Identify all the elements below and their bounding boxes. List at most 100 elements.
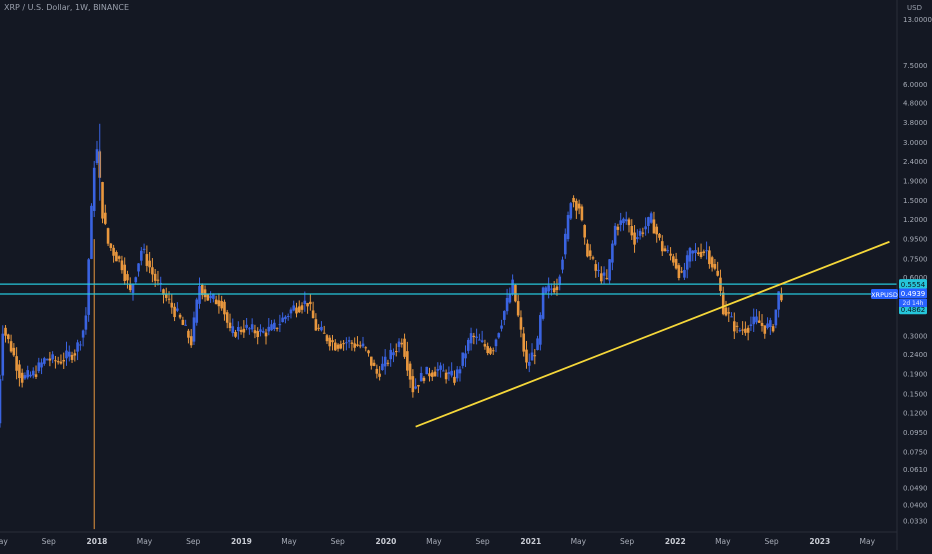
candle-body — [430, 372, 434, 377]
candle-body — [486, 346, 489, 354]
candle-body — [777, 291, 780, 310]
candle-body — [195, 299, 199, 323]
candle-body — [245, 324, 248, 328]
candle-body — [588, 250, 592, 257]
candle-body — [167, 298, 171, 300]
candle-body — [164, 294, 168, 298]
candle-body — [392, 352, 395, 356]
candle-body — [419, 372, 423, 382]
time-axis[interactable]: May Sep 2018 May Sep 2019 May Sep 2020 May Sep 2021… — [0, 531, 897, 546]
candle-body — [611, 243, 614, 263]
candle-body — [76, 342, 79, 352]
candle-body — [84, 315, 88, 330]
candle-body — [394, 351, 398, 353]
candle-body — [92, 167, 96, 211]
candle-body — [447, 372, 451, 375]
candle-body — [647, 217, 650, 226]
candle-body — [572, 197, 575, 203]
candle-body — [51, 354, 54, 360]
candle-body — [527, 361, 531, 366]
candle-body — [400, 342, 404, 345]
candle-body — [658, 233, 661, 238]
candle-body — [691, 250, 695, 254]
candle-body — [744, 328, 747, 333]
candle-body — [253, 330, 257, 334]
candle-body — [613, 225, 617, 245]
candle-body — [0, 379, 2, 424]
candle-body — [680, 271, 683, 273]
candle-body — [101, 182, 104, 219]
candle-body — [755, 316, 758, 323]
candle-body — [738, 330, 742, 332]
candle-body — [541, 287, 545, 319]
candle-body — [550, 288, 553, 290]
candle-body — [256, 331, 259, 338]
candle-body — [178, 314, 182, 318]
candle-body — [406, 351, 409, 371]
candle-body — [591, 257, 595, 259]
candle-body — [90, 205, 93, 259]
candle-body — [780, 293, 783, 301]
candle-body — [619, 220, 622, 225]
candle-body — [34, 374, 38, 377]
candle-body — [766, 323, 769, 328]
candle-body — [73, 353, 77, 356]
candle-body — [428, 373, 431, 377]
candle-body — [162, 289, 165, 295]
candle-body — [278, 324, 282, 326]
candle-body — [461, 352, 465, 366]
candle-body — [483, 344, 487, 347]
candle-body — [300, 305, 304, 310]
price-tick-label: 0.3000 — [903, 332, 928, 340]
candle-body — [123, 264, 126, 281]
price-tag — [899, 279, 927, 290]
candle-body — [735, 325, 739, 327]
candle-body — [713, 264, 717, 269]
candle-body — [702, 251, 706, 253]
candle-body — [314, 319, 318, 331]
candle-body — [220, 301, 223, 309]
time-tick-label: Sep — [186, 537, 200, 546]
price-axis[interactable]: 13.0000 7.5000 6.0000 4.8000 3.8000 3.0000 2.4… — [896, 0, 932, 550]
candle-body — [575, 200, 578, 211]
candle-body — [696, 252, 700, 254]
candle-body — [547, 285, 550, 292]
candle-body — [566, 215, 570, 240]
candle-body — [40, 362, 43, 368]
candle-body — [259, 329, 262, 332]
countdown-label: 2d 14h — [903, 300, 924, 307]
candle-body — [223, 301, 226, 315]
candle-body — [649, 213, 653, 223]
trendline-layer[interactable] — [415, 240, 890, 428]
candle-body — [489, 348, 492, 354]
symbol-tag — [871, 288, 898, 299]
candle-body — [4, 327, 7, 336]
candle-body — [128, 283, 132, 291]
candle-body — [455, 369, 459, 379]
candle-body — [31, 370, 35, 376]
candle-body — [544, 287, 548, 293]
candle-body — [511, 279, 514, 294]
candle-body — [187, 330, 190, 338]
time-tick-label: 2021 — [520, 537, 541, 546]
price-tag-label: 0.4939 — [901, 290, 926, 298]
candle-body — [347, 340, 351, 342]
horizontal-levels[interactable] — [0, 283, 897, 295]
candle-body — [417, 385, 420, 387]
candle-body — [450, 370, 453, 376]
candle-body — [358, 345, 362, 347]
candle-body — [26, 370, 30, 378]
candle-body — [503, 311, 506, 320]
price-tick-label: 13.0000 — [903, 16, 932, 24]
candle-body — [677, 265, 681, 279]
candle-body — [655, 226, 659, 235]
candle-body — [59, 361, 63, 364]
candle-body — [688, 248, 692, 262]
candle-body — [403, 338, 406, 357]
candle-body — [771, 326, 775, 332]
candle-body — [281, 317, 284, 323]
candle-body — [605, 278, 609, 280]
